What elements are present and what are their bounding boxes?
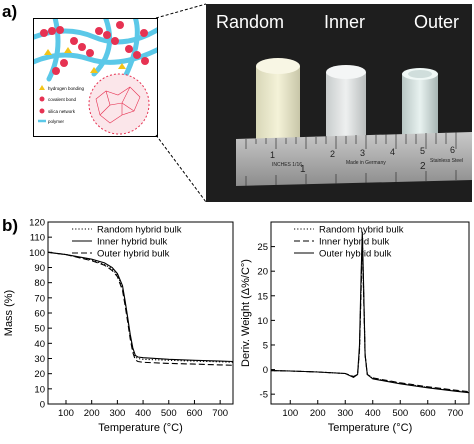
y-tick-label: -5 <box>260 390 268 401</box>
ruler-num-6: 6 <box>450 145 455 155</box>
ruler: 1 2 3 4 5 6 1 2 INCHES 1/16 Made in Germ… <box>236 132 472 186</box>
schematic-svg: hydrogen bonding covalent bond silica ne… <box>34 19 157 135</box>
panel-b-letter: b) <box>2 216 19 235</box>
panel-a-letter: a) <box>2 2 18 21</box>
ruler-num-1: 1 <box>270 150 275 160</box>
y-tick-label: 0 <box>263 365 268 376</box>
y-axis-label: Mass (%) <box>3 290 15 336</box>
ruler-text-germany: Made in Germany <box>346 160 386 166</box>
plot-frame <box>270 221 470 405</box>
y-tick-label: 60 <box>34 309 45 320</box>
series-line-1 <box>270 241 470 393</box>
x-axis-label: Temperature (°C) <box>328 422 412 434</box>
legend-label-1: Inner hybrid bulk <box>97 237 167 248</box>
legend-covalent: covalent bond <box>48 97 77 102</box>
schematic-legend: hydrogen bonding covalent bond silica ne… <box>38 85 85 124</box>
y-tick-label: 40 <box>34 339 45 350</box>
legend-polymer: polymer <box>48 119 65 124</box>
ruler-num-3: 3 <box>360 148 365 158</box>
x-tick-label: 500 <box>161 408 177 419</box>
sample-photo: Random Inner Outer <box>206 4 472 202</box>
hydrogen-bond-marks <box>44 47 126 73</box>
silica-network-circle <box>88 73 150 135</box>
y-tick-label: 70 <box>34 293 45 304</box>
series-line-2 <box>47 251 234 366</box>
legend-label-0: Random hybrid bulk <box>319 225 404 236</box>
deriv-chart-svg: 100 200 300 400 500 600 700 -5 0 5 10 15 20 25 Random … <box>240 221 470 434</box>
mass-chart-svg: 100 200 300 400 500 600 700 0 10 20 30 40 50 60 70 80 90… <box>3 218 234 434</box>
legend-hydrogen: hydrogen bonding <box>48 86 85 91</box>
x-tick-label: 100 <box>58 408 74 419</box>
label-random: Random <box>216 12 285 32</box>
x-tick-label: 300 <box>109 408 125 419</box>
silica-beads <box>40 21 149 75</box>
y-tick-label: 10 <box>34 384 45 395</box>
series-line-0 <box>270 236 470 393</box>
silica-network-mesh <box>95 86 141 124</box>
legend-label-0: Random hybrid bulk <box>97 225 182 236</box>
schematic-diagram: hydrogen bonding covalent bond silica ne… <box>33 18 158 137</box>
deriv-chart: 100 200 300 400 500 600 700 -5 0 5 10 15 20 25 Random … <box>237 212 474 439</box>
y-axis-label: Deriv. Weight (Δ%/C°) <box>240 259 252 367</box>
y-tick-label: 50 <box>34 324 45 335</box>
legend-label-2: Outer hybrid bulk <box>97 249 170 260</box>
x-tick-label: 700 <box>447 408 463 419</box>
label-inner: Inner <box>324 12 366 32</box>
y-tick-label: 90 <box>34 263 45 274</box>
ruler-num-5: 5 <box>420 146 425 156</box>
x-axis-label: Temperature (°C) <box>98 422 182 434</box>
y-tick-label: 80 <box>34 278 45 289</box>
y-tick-label: 110 <box>30 233 45 244</box>
y-tick-label: 0 <box>40 400 45 411</box>
series-line-0 <box>47 251 234 363</box>
photo-svg: 1 2 3 4 5 6 1 2 INCHES 1/16 Made in Germ… <box>236 58 472 186</box>
legend-label-2: Outer hybrid bulk <box>319 249 392 260</box>
y-tick-label: 25 <box>257 242 268 253</box>
ruler-text-inches: INCHES 1/16 <box>272 162 302 168</box>
series-line-1 <box>47 251 234 363</box>
ruler-text-steel: Stainless Steel <box>430 158 463 164</box>
x-tick-label: 400 <box>135 408 151 419</box>
x-tick-label: 400 <box>365 408 381 419</box>
x-tick-label: 200 <box>310 408 326 419</box>
x-tick-label: 600 <box>420 408 436 419</box>
y-tick-label: 10 <box>257 316 268 327</box>
legend-silica: silica network <box>48 109 76 114</box>
y-tick-label: 120 <box>29 218 45 229</box>
ruler-num-2: 2 <box>330 149 335 159</box>
y-tick-label: 5 <box>263 340 268 351</box>
label-outer: Outer <box>414 12 460 32</box>
x-tick-label: 300 <box>337 408 353 419</box>
y-tick-label: 15 <box>257 291 268 302</box>
legend-label-1: Inner hybrid bulk <box>319 237 389 248</box>
x-tick-label: 200 <box>84 408 100 419</box>
ruler-inch-1: 1 <box>300 164 306 175</box>
x-tick-label: 500 <box>392 408 408 419</box>
series-line-2 <box>270 231 470 394</box>
y-tick-label: 20 <box>257 267 268 278</box>
ruler-num-4: 4 <box>390 147 395 157</box>
y-tick-label: 100 <box>29 248 45 259</box>
x-tick-label: 600 <box>187 408 203 419</box>
x-tick-label: 100 <box>282 408 298 419</box>
mass-chart: 100 200 300 400 500 600 700 0 10 20 30 40 50 60 70 80 90… <box>0 212 237 439</box>
ruler-inch-2: 2 <box>420 161 426 172</box>
x-tick-label: 700 <box>212 408 228 419</box>
y-tick-label: 20 <box>34 369 45 380</box>
y-tick-label: 30 <box>34 354 45 365</box>
